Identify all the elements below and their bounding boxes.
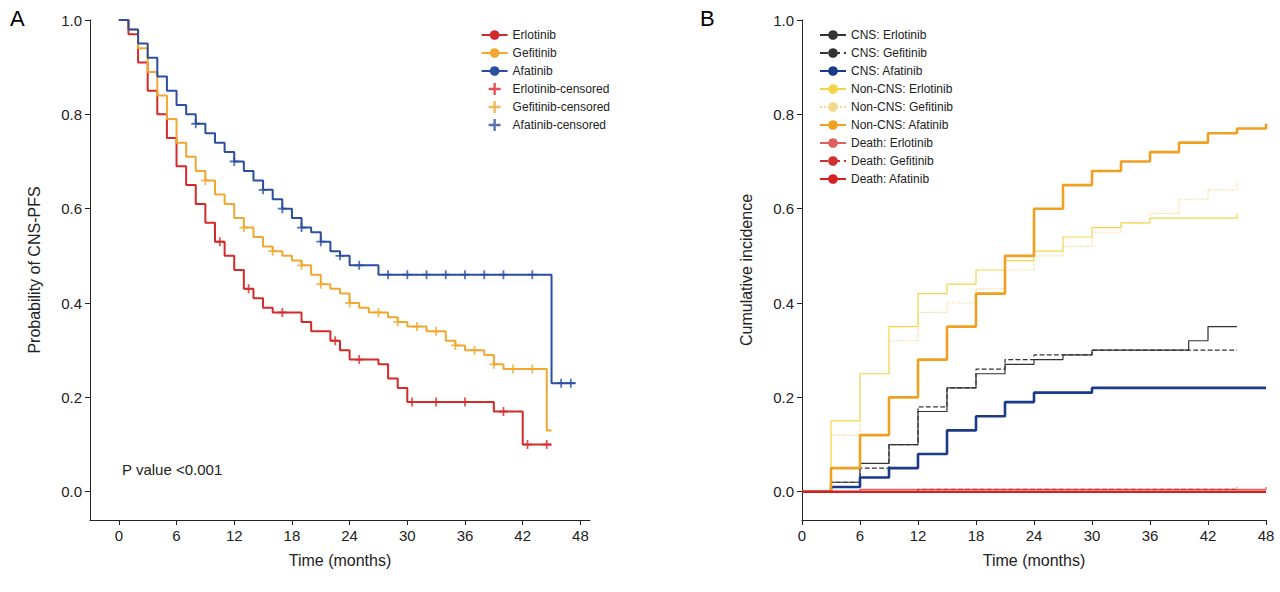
svg-text:6: 6	[856, 527, 864, 544]
svg-text:0.2: 0.2	[773, 389, 794, 406]
svg-text:Cumulative incidence: Cumulative incidence	[738, 194, 755, 346]
svg-text:P value <0.001: P value <0.001	[122, 461, 222, 478]
svg-text:Gefitinib: Gefitinib	[513, 46, 557, 60]
svg-text:0.4: 0.4	[61, 295, 82, 312]
svg-text:Erlotinib-censored: Erlotinib-censored	[513, 82, 610, 96]
svg-text:0: 0	[798, 527, 806, 544]
svg-text:18: 18	[968, 527, 985, 544]
svg-text:0.0: 0.0	[773, 483, 794, 500]
svg-text:Time (months): Time (months)	[289, 552, 392, 569]
svg-text:Probability of CNS-PFS: Probability of CNS-PFS	[26, 186, 43, 353]
svg-text:Death: Gefitinib: Death: Gefitinib	[851, 154, 934, 168]
svg-text:0.8: 0.8	[773, 106, 794, 123]
svg-text:0.6: 0.6	[61, 200, 82, 217]
svg-text:0.2: 0.2	[61, 389, 82, 406]
svg-text:1.0: 1.0	[61, 12, 82, 29]
svg-text:Gefitinib-censored: Gefitinib-censored	[513, 100, 610, 114]
svg-text:Non-CNS: Afatinib: Non-CNS: Afatinib	[851, 118, 949, 132]
svg-text:36: 36	[1142, 527, 1159, 544]
svg-text:Afatinib: Afatinib	[513, 64, 553, 78]
svg-text:42: 42	[514, 527, 531, 544]
svg-text:0.4: 0.4	[773, 295, 794, 312]
svg-text:24: 24	[1026, 527, 1043, 544]
svg-text:0.6: 0.6	[773, 200, 794, 217]
svg-text:48: 48	[572, 527, 589, 544]
svg-text:42: 42	[1200, 527, 1217, 544]
svg-text:Non-CNS: Erlotinib: Non-CNS: Erlotinib	[851, 82, 953, 96]
svg-text:12: 12	[226, 527, 243, 544]
svg-text:Afatinib-censored: Afatinib-censored	[513, 118, 606, 132]
svg-text:Non-CNS: Gefitinib: Non-CNS: Gefitinib	[851, 100, 953, 114]
svg-text:48: 48	[1258, 527, 1275, 544]
svg-text:30: 30	[1084, 527, 1101, 544]
svg-text:36: 36	[457, 527, 474, 544]
svg-text:24: 24	[341, 527, 358, 544]
svg-text:6: 6	[172, 527, 180, 544]
svg-text:CNS: Afatinib: CNS: Afatinib	[851, 64, 923, 78]
svg-text:Erlotinib: Erlotinib	[513, 28, 557, 42]
svg-text:Death: Erlotinib: Death: Erlotinib	[851, 136, 933, 150]
svg-text:Death: Afatinib: Death: Afatinib	[851, 172, 929, 186]
svg-text:B: B	[700, 6, 715, 31]
svg-text:Time (months): Time (months)	[983, 552, 1086, 569]
svg-text:0.0: 0.0	[61, 483, 82, 500]
svg-text:0: 0	[115, 527, 123, 544]
svg-text:CNS: Gefitinib: CNS: Gefitinib	[851, 46, 927, 60]
svg-text:1.0: 1.0	[773, 12, 794, 29]
svg-text:18: 18	[284, 527, 301, 544]
svg-text:A: A	[10, 6, 25, 31]
svg-text:0.8: 0.8	[61, 106, 82, 123]
svg-text:CNS: Erlotinib: CNS: Erlotinib	[851, 28, 927, 42]
svg-text:30: 30	[399, 527, 416, 544]
svg-text:12: 12	[910, 527, 927, 544]
